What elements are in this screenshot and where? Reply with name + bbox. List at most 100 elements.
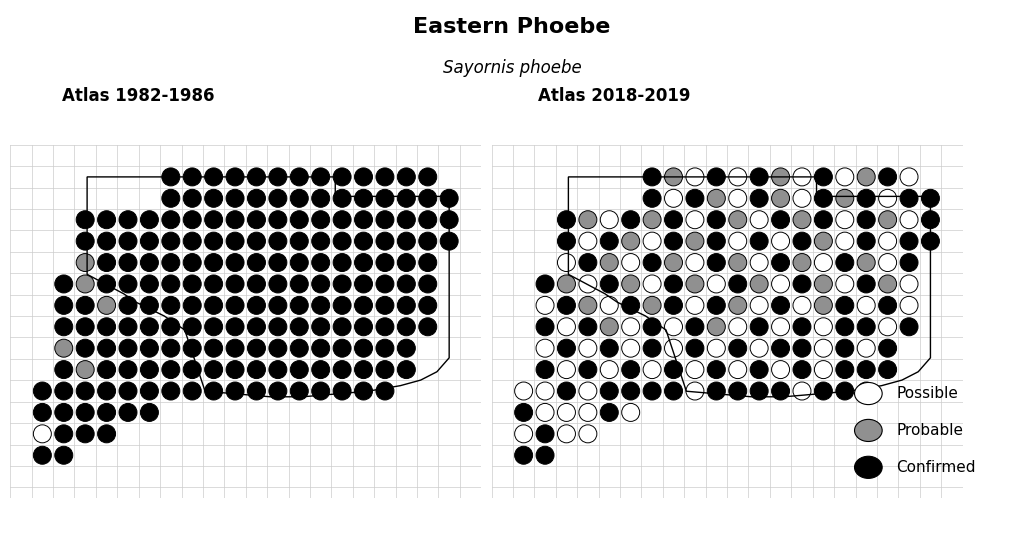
Circle shape: [536, 382, 554, 400]
Circle shape: [397, 339, 416, 357]
Circle shape: [836, 211, 854, 229]
Circle shape: [119, 318, 137, 336]
Circle shape: [269, 232, 287, 250]
Circle shape: [579, 211, 597, 229]
Circle shape: [751, 254, 768, 272]
Circle shape: [729, 296, 746, 314]
Circle shape: [665, 339, 683, 357]
Circle shape: [515, 425, 532, 443]
Circle shape: [857, 296, 876, 314]
Circle shape: [354, 254, 373, 272]
Circle shape: [751, 318, 768, 336]
Circle shape: [686, 339, 703, 357]
Circle shape: [290, 190, 308, 207]
Circle shape: [140, 382, 159, 400]
Circle shape: [162, 190, 180, 207]
Circle shape: [205, 190, 222, 207]
Circle shape: [771, 361, 790, 378]
Circle shape: [793, 190, 811, 207]
Circle shape: [793, 339, 811, 357]
Circle shape: [665, 318, 683, 336]
Circle shape: [354, 382, 373, 400]
Circle shape: [226, 296, 244, 314]
Text: Possible: Possible: [896, 386, 957, 401]
Circle shape: [290, 318, 308, 336]
Circle shape: [579, 404, 597, 421]
Circle shape: [354, 318, 373, 336]
Circle shape: [771, 275, 790, 293]
Circle shape: [311, 232, 330, 250]
Circle shape: [557, 232, 575, 250]
Circle shape: [729, 361, 746, 378]
Circle shape: [248, 190, 265, 207]
Circle shape: [814, 296, 833, 314]
Circle shape: [814, 361, 833, 378]
Circle shape: [793, 211, 811, 229]
Circle shape: [290, 168, 308, 186]
Circle shape: [34, 446, 51, 464]
Circle shape: [248, 168, 265, 186]
Circle shape: [686, 275, 703, 293]
Circle shape: [269, 211, 287, 229]
Circle shape: [97, 254, 116, 272]
Circle shape: [622, 296, 640, 314]
Circle shape: [248, 211, 265, 229]
Circle shape: [751, 339, 768, 357]
Circle shape: [290, 339, 308, 357]
Circle shape: [857, 254, 876, 272]
Circle shape: [269, 190, 287, 207]
Circle shape: [34, 404, 51, 421]
Circle shape: [376, 318, 394, 336]
Circle shape: [397, 254, 416, 272]
Circle shape: [814, 254, 833, 272]
Circle shape: [922, 232, 939, 250]
Circle shape: [290, 275, 308, 293]
Circle shape: [751, 168, 768, 186]
Circle shape: [205, 296, 222, 314]
Circle shape: [686, 361, 703, 378]
Circle shape: [311, 318, 330, 336]
Text: Atlas 2018-2019: Atlas 2018-2019: [539, 87, 690, 105]
Circle shape: [97, 318, 116, 336]
Circle shape: [793, 361, 811, 378]
Circle shape: [814, 339, 833, 357]
Circle shape: [579, 361, 597, 378]
Circle shape: [119, 232, 137, 250]
Circle shape: [397, 318, 416, 336]
Circle shape: [879, 275, 897, 293]
Circle shape: [814, 232, 833, 250]
Circle shape: [643, 232, 662, 250]
Circle shape: [771, 296, 790, 314]
Circle shape: [397, 232, 416, 250]
Circle shape: [857, 318, 876, 336]
Circle shape: [665, 296, 683, 314]
Circle shape: [814, 168, 833, 186]
Circle shape: [205, 382, 222, 400]
Circle shape: [600, 318, 618, 336]
Circle shape: [665, 275, 683, 293]
Circle shape: [729, 254, 746, 272]
Circle shape: [643, 211, 662, 229]
Circle shape: [665, 254, 683, 272]
Circle shape: [311, 211, 330, 229]
Circle shape: [793, 382, 811, 400]
Circle shape: [536, 275, 554, 293]
Circle shape: [226, 361, 244, 378]
Circle shape: [290, 382, 308, 400]
Circle shape: [333, 275, 351, 293]
Circle shape: [397, 168, 416, 186]
Circle shape: [879, 339, 897, 357]
Circle shape: [900, 275, 919, 293]
Circle shape: [311, 275, 330, 293]
Circle shape: [97, 275, 116, 293]
Circle shape: [290, 361, 308, 378]
Circle shape: [600, 382, 618, 400]
Circle shape: [376, 254, 394, 272]
Circle shape: [729, 232, 746, 250]
Circle shape: [119, 339, 137, 357]
Circle shape: [354, 211, 373, 229]
Circle shape: [751, 275, 768, 293]
Circle shape: [579, 339, 597, 357]
Circle shape: [836, 339, 854, 357]
Circle shape: [836, 296, 854, 314]
